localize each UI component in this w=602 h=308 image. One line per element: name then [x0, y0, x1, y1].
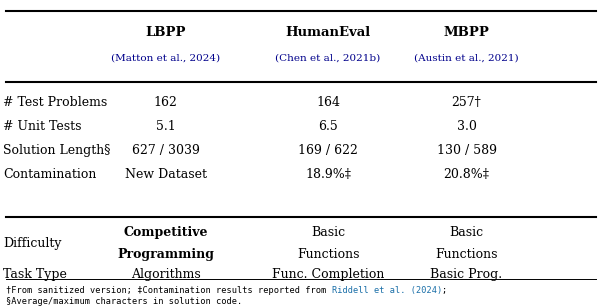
- Text: †From sanitized version; ‡Contamination results reported from: †From sanitized version; ‡Contamination …: [6, 286, 332, 295]
- Text: (Matton et al., 2024): (Matton et al., 2024): [111, 53, 220, 62]
- Text: LBPP: LBPP: [145, 26, 186, 39]
- Text: 169 / 622: 169 / 622: [298, 144, 358, 157]
- Text: Task Type: Task Type: [3, 268, 67, 281]
- Text: # Test Problems: # Test Problems: [3, 96, 107, 109]
- Text: 257†: 257†: [452, 96, 482, 109]
- Text: Functions: Functions: [297, 248, 359, 261]
- Text: Func. Completion: Func. Completion: [272, 268, 384, 281]
- Text: # Unit Tests: # Unit Tests: [3, 120, 81, 133]
- Text: Competitive: Competitive: [123, 226, 208, 239]
- Text: (Chen et al., 2021b): (Chen et al., 2021b): [276, 53, 380, 62]
- Text: Riddell et al. (2024): Riddell et al. (2024): [332, 286, 442, 295]
- Text: 6.5: 6.5: [318, 120, 338, 133]
- Text: 130 / 589: 130 / 589: [436, 144, 497, 157]
- Text: 5.1: 5.1: [156, 120, 175, 133]
- Text: 18.9%‡: 18.9%‡: [305, 168, 351, 181]
- Text: ;: ;: [442, 286, 447, 295]
- Text: HumanEval: HumanEval: [285, 26, 371, 39]
- Text: 627 / 3039: 627 / 3039: [132, 144, 199, 157]
- Text: Programming: Programming: [117, 248, 214, 261]
- Text: Contamination: Contamination: [3, 168, 96, 181]
- Text: 164: 164: [316, 96, 340, 109]
- Text: Basic: Basic: [311, 226, 345, 239]
- Text: Solution Length§: Solution Length§: [3, 144, 110, 157]
- Text: Algorithms: Algorithms: [131, 268, 200, 281]
- Text: 162: 162: [154, 96, 178, 109]
- Text: Basic: Basic: [450, 226, 483, 239]
- Text: (Austin et al., 2021): (Austin et al., 2021): [414, 53, 519, 62]
- Text: Basic Prog.: Basic Prog.: [430, 268, 503, 281]
- Text: 20.8%‡: 20.8%‡: [444, 168, 489, 181]
- Text: Functions: Functions: [435, 248, 498, 261]
- Text: New Dataset: New Dataset: [125, 168, 206, 181]
- Text: MBPP: MBPP: [444, 26, 489, 39]
- Text: 3.0: 3.0: [456, 120, 477, 133]
- Text: §Average/maximum characters in solution code.: §Average/maximum characters in solution …: [6, 297, 242, 306]
- Text: Difficulty: Difficulty: [3, 237, 61, 250]
